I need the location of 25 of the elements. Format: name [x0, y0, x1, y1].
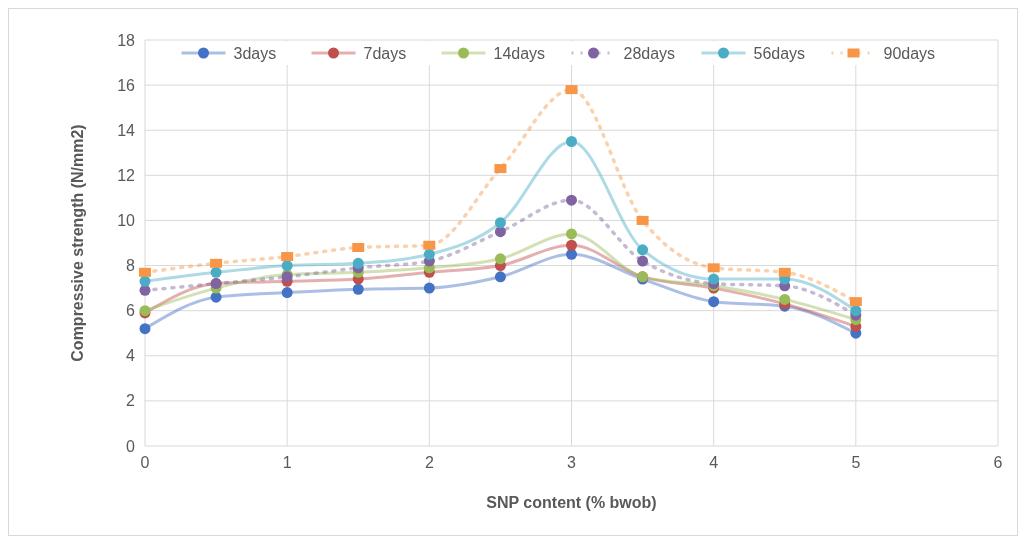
- y-tick-label: 6: [126, 302, 136, 320]
- y-tick-label: 4: [126, 347, 136, 365]
- x-tick-label: 5: [851, 454, 861, 471]
- y-tick-label: 16: [117, 76, 136, 94]
- legend-label: 14days: [493, 44, 546, 62]
- legend-label: 90days: [883, 44, 936, 62]
- legend-label: 56days: [753, 44, 806, 62]
- y-tick-label: 12: [117, 166, 136, 184]
- legend-label: 3days: [233, 44, 277, 62]
- y-tick-label: 2: [126, 392, 136, 410]
- x-tick-label: 2: [424, 454, 434, 471]
- legend-label: 28days: [623, 44, 676, 62]
- x-tick-label: 3: [567, 454, 577, 471]
- legend-label: 7days: [363, 44, 407, 62]
- x-tick-label: 4: [709, 454, 719, 471]
- x-axis-title: SNP content (% bwob): [486, 494, 657, 511]
- x-tick-label: 0: [140, 454, 150, 471]
- y-tick-label: 14: [117, 121, 136, 139]
- y-tick-label: 8: [126, 257, 136, 275]
- y-axis-title: Compressive strength (N/mm2): [69, 124, 86, 362]
- x-tick-label: 6: [993, 454, 1003, 471]
- x-tick-label: 1: [282, 454, 292, 471]
- y-tick-label: 18: [117, 31, 136, 49]
- y-tick-label: 10: [117, 212, 136, 230]
- y-tick-label: 0: [126, 437, 136, 455]
